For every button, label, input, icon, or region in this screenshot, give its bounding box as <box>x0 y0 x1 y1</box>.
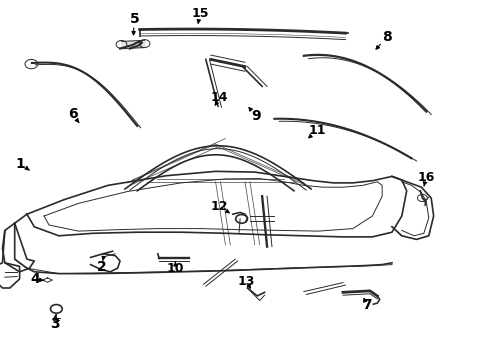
Text: 15: 15 <box>191 7 209 20</box>
Text: 1: 1 <box>16 157 25 171</box>
Text: 7: 7 <box>362 298 371 312</box>
Text: 11: 11 <box>309 124 326 137</box>
Text: 14: 14 <box>211 91 228 104</box>
Text: 16: 16 <box>417 171 435 184</box>
Text: 9: 9 <box>251 109 261 123</box>
Text: 10: 10 <box>167 262 184 275</box>
Text: 4: 4 <box>30 273 40 286</box>
Text: 2: 2 <box>97 260 107 274</box>
Text: 3: 3 <box>50 317 60 331</box>
Text: 6: 6 <box>68 108 77 121</box>
Text: 8: 8 <box>382 30 392 44</box>
Text: 5: 5 <box>129 12 139 26</box>
Text: 13: 13 <box>238 275 255 288</box>
Text: 12: 12 <box>211 200 228 213</box>
